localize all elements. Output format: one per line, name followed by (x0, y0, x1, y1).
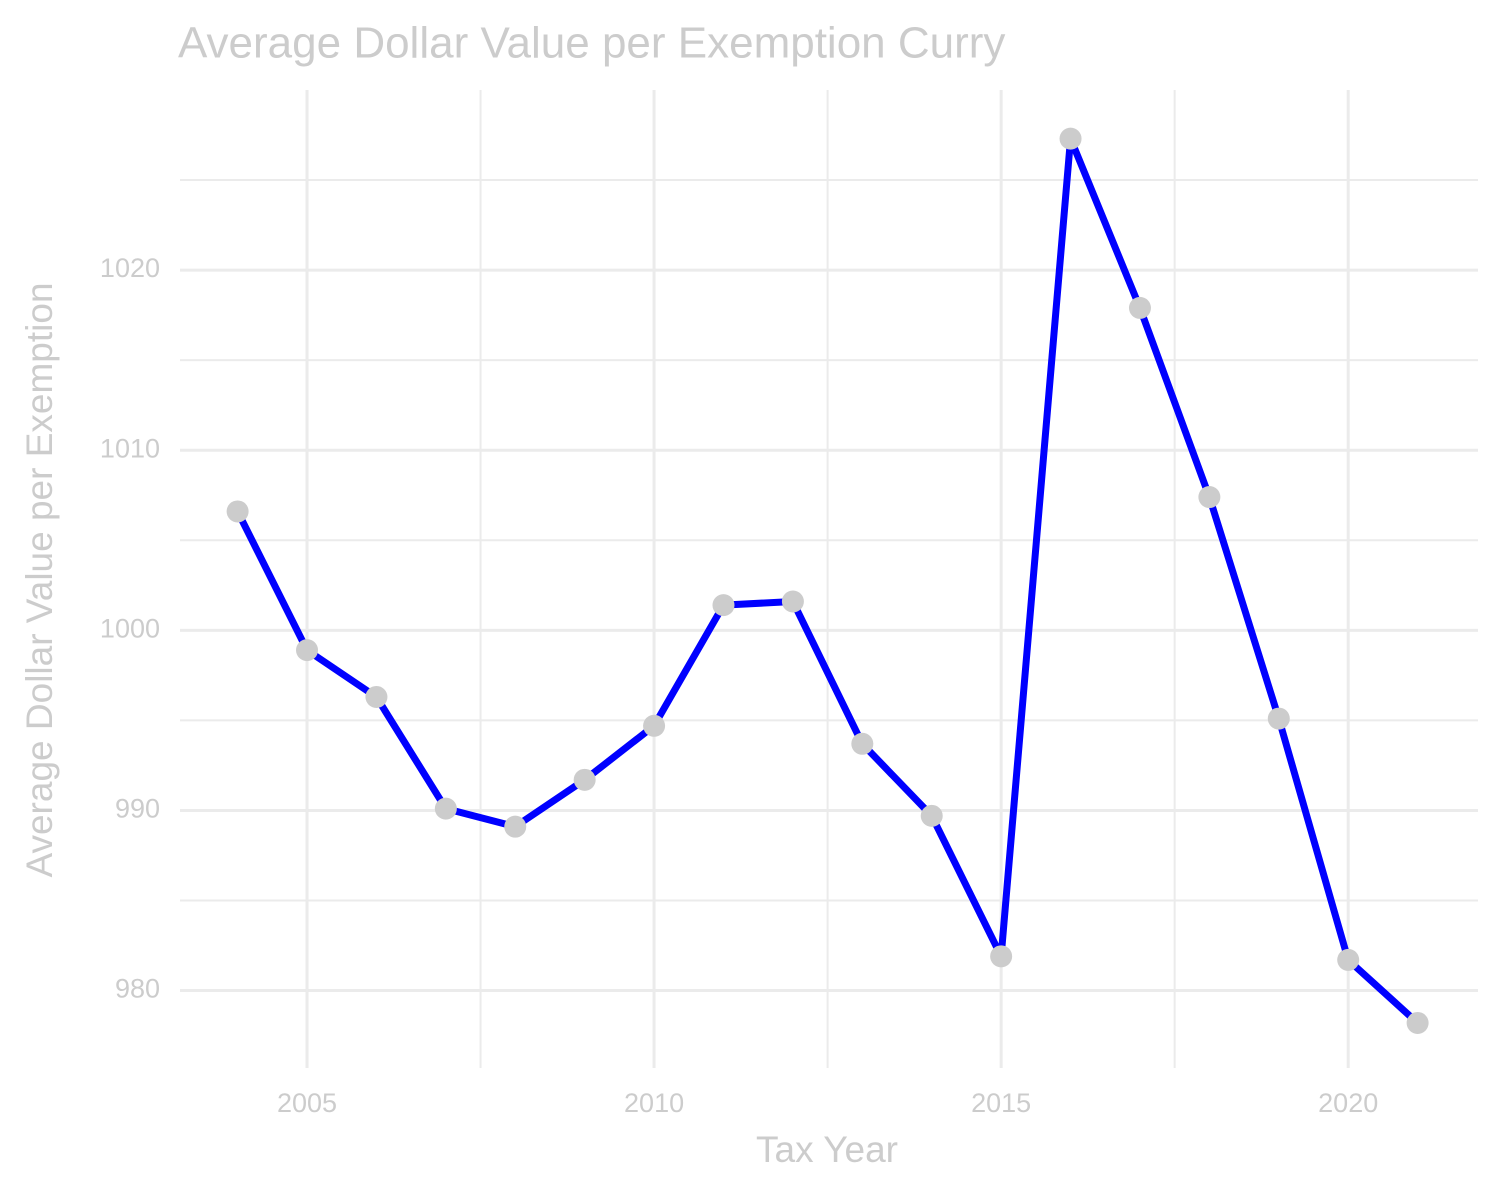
chart-title: Average Dollar Value per Exemption Curry (178, 19, 1005, 68)
x-tick-label: 2020 (1318, 1088, 1378, 1118)
y-tick-label: 1010 (100, 433, 160, 463)
data-point (643, 714, 666, 737)
data-point (712, 594, 735, 617)
y-axis-title: Average Dollar Value per Exemption (19, 282, 60, 877)
data-line (234, 135, 1420, 1026)
data-point (1406, 1011, 1429, 1034)
data-point (920, 804, 943, 827)
data-point (781, 590, 804, 613)
data-point (1337, 948, 1360, 971)
data-point (1198, 486, 1221, 509)
data-point (296, 639, 319, 662)
y-tick-label: 1000 (100, 613, 160, 643)
data-point (573, 768, 596, 791)
x-tick-label: 2005 (277, 1088, 337, 1118)
data-point (1267, 707, 1290, 730)
y-tick-label: 990 (115, 794, 160, 824)
data-point (851, 732, 874, 755)
x-tick-label: 2015 (971, 1088, 1031, 1118)
data-point (365, 685, 388, 708)
data-point (226, 500, 249, 523)
data-point (1059, 127, 1082, 150)
data-point (434, 797, 457, 820)
x-axis-title: Tax Year (756, 1129, 898, 1170)
data-point (1128, 296, 1151, 319)
x-tick-label: 2010 (624, 1088, 684, 1118)
data-point (504, 815, 527, 838)
y-tick-label: 1020 (100, 253, 160, 283)
y-tick-label: 980 (115, 974, 160, 1004)
data-point (990, 945, 1013, 968)
